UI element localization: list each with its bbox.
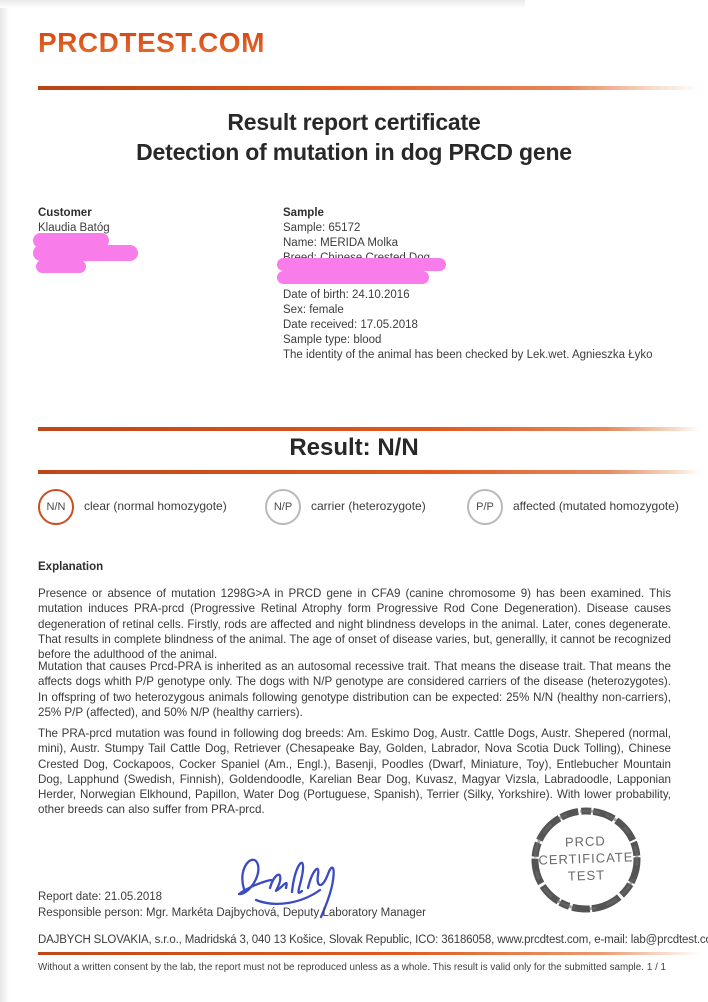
sample-field-name: Name: MERIDA Molka (283, 237, 399, 249)
result-title: Result: N/N (289, 434, 419, 461)
header-divider (38, 86, 700, 90)
redaction-mark (33, 233, 109, 248)
legend-label-np: carrier (heterozygote) (311, 499, 426, 513)
signature-icon (230, 843, 350, 921)
customer-section: Customer Klaudia Batóg (38, 206, 110, 236)
page-title-line1: Result report certificate (227, 109, 481, 135)
sample-field-type: Sample type: blood (283, 334, 382, 346)
redaction-mark (33, 245, 138, 261)
stamp-text: PRCD CERTIFICATE TEST (526, 831, 646, 886)
legend-item-pp: P/P affected (mutated homozygote) (467, 489, 679, 527)
scan-edge-top (0, 0, 525, 8)
legend-item-nn: N/N clear (normal homozygote) (38, 489, 227, 527)
stamp-ring-icon (531, 807, 641, 913)
legend-label-nn: clear (normal homozygote) (84, 499, 227, 513)
sample-field-sex: Sex: female (283, 304, 344, 316)
certificate-stamp: PRCD CERTIFICATE TEST (524, 802, 648, 918)
genotype-circle-np: N/P (265, 489, 301, 525)
page-title: Result report certificate Detection of m… (0, 107, 708, 167)
explanation-heading: Explanation (38, 561, 104, 573)
genotype-circle-nn: N/N (38, 489, 74, 525)
explanation-paragraph-2: Mutation that causes Prcd-PRA is inherit… (38, 660, 671, 719)
footer-disclaimer: Without a written consent by the lab, th… (38, 962, 644, 973)
redaction-mark (277, 258, 446, 271)
logo-text: PRCDTEST.COM (38, 27, 265, 58)
explanation-paragraph-3: The PRA-prcd mutation was found in follo… (38, 727, 671, 817)
legend-item-np: N/P carrier (heterozygote) (265, 489, 426, 527)
genotype-circle-pp: P/P (467, 489, 503, 525)
responsible-person: Responsible person: Mgr. Markéta Dajbych… (38, 907, 427, 919)
redaction-mark (277, 271, 429, 284)
page-title-line2: Detection of mutation in dog PRCD gene (136, 139, 572, 165)
sample-field-dob: Date of birth: 24.10.2016 (283, 289, 410, 301)
sample-field-id: Sample: 65172 (283, 222, 361, 234)
result-divider-bottom (38, 470, 700, 474)
sample-heading: Sample (283, 207, 324, 219)
sample-section: Sample Sample: 65172 Name: MERIDA Molka … (283, 206, 430, 266)
customer-name: Klaudia Batóg (38, 222, 110, 234)
sample-section-details: Date of birth: 24.10.2016 Sex: female Da… (283, 288, 653, 363)
customer-heading: Customer (38, 207, 92, 219)
legend-label-pp: affected (mutated homozygote) (513, 499, 679, 513)
logo: PRCDTEST.COM PRCDTEST.COM (38, 28, 265, 84)
sample-field-identity: The identity of the animal has been chec… (283, 349, 653, 361)
scan-edge-left (0, 0, 9, 1002)
report-date: Report date: 21.05.2018 (38, 891, 163, 903)
footer-divider (38, 952, 700, 955)
page-number: 1 / 1 (646, 962, 666, 973)
result-divider-top (38, 427, 700, 431)
sample-field-received: Date received: 17.05.2018 (283, 319, 418, 331)
explanation-paragraph-1: Presence or absence of mutation 1298G>A … (38, 587, 671, 662)
redaction-mark (36, 260, 86, 273)
lab-address: DAJBYCH SLOVAKIA, s.r.o., Madridská 3, 0… (38, 934, 708, 946)
logo-reflection-wrap: PRCDTEST.COM (38, 58, 265, 84)
